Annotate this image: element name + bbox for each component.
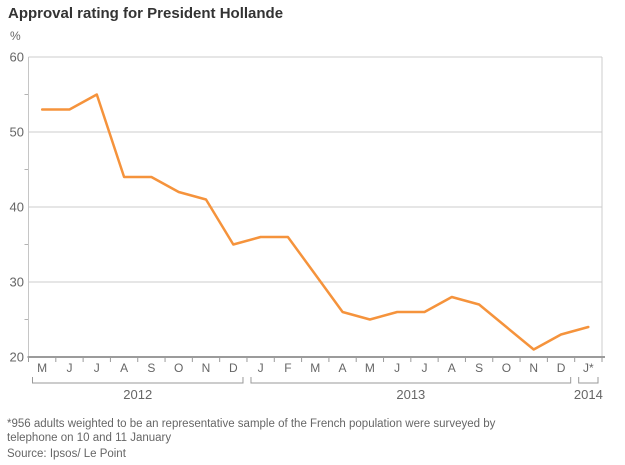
year-label: 2012 (123, 387, 152, 402)
x-axis-month-label: J (66, 361, 72, 375)
year-label: 2014 (574, 387, 603, 402)
x-axis-month-label: S (475, 361, 483, 375)
x-axis-month-label: O (174, 361, 183, 375)
x-axis-month-label: A (120, 361, 128, 375)
approval-rating-line (40, 93, 590, 351)
year-bracket (250, 377, 572, 384)
chart-footnote: *956 adults weighted to be an representa… (7, 418, 496, 444)
x-axis-month-label: D (229, 361, 238, 375)
x-axis-month-label: S (147, 361, 155, 375)
x-axis-month-label: M (365, 361, 375, 375)
y-axis-tick-label: 40 (10, 200, 24, 215)
x-axis-month-label: J* (583, 361, 594, 375)
x-axis-month-label: J (94, 361, 100, 375)
y-axis-unit-label: % (10, 29, 21, 43)
x-axis-month-label: M (37, 361, 47, 375)
x-axis-month-label: A (339, 361, 347, 375)
x-axis-month-label: N (202, 361, 211, 375)
x-axis-month-label: N (529, 361, 538, 375)
x-axis-month-label: D (557, 361, 566, 375)
x-axis-month-label: M (310, 361, 320, 375)
y-axis-tick-label: 20 (10, 350, 24, 365)
y-axis-tick-label: 30 (10, 275, 24, 290)
x-axis-month-label: F (284, 361, 291, 375)
x-axis-month-label: A (448, 361, 456, 375)
x-axis-month-label: O (502, 361, 511, 375)
x-axis-month-label: J (421, 361, 427, 375)
year-label: 2013 (396, 387, 425, 402)
approval-rating-line-chart: 20 30 40 50 60 M J J A S O N D J F M A M J J A S O N D J* 2012 2013… (10, 50, 605, 402)
page-title: Approval rating for President Hollande (8, 5, 284, 22)
y-axis-tick-label: 60 (10, 50, 24, 65)
x-axis-month-label: J (258, 361, 264, 375)
y-axis-tick-label: 50 (10, 125, 24, 140)
year-bracket (578, 377, 599, 384)
year-bracket (32, 377, 244, 384)
x-axis-month-label: J (394, 361, 400, 375)
source-attribution: Source: Ipsos/ Le Point (7, 448, 126, 460)
